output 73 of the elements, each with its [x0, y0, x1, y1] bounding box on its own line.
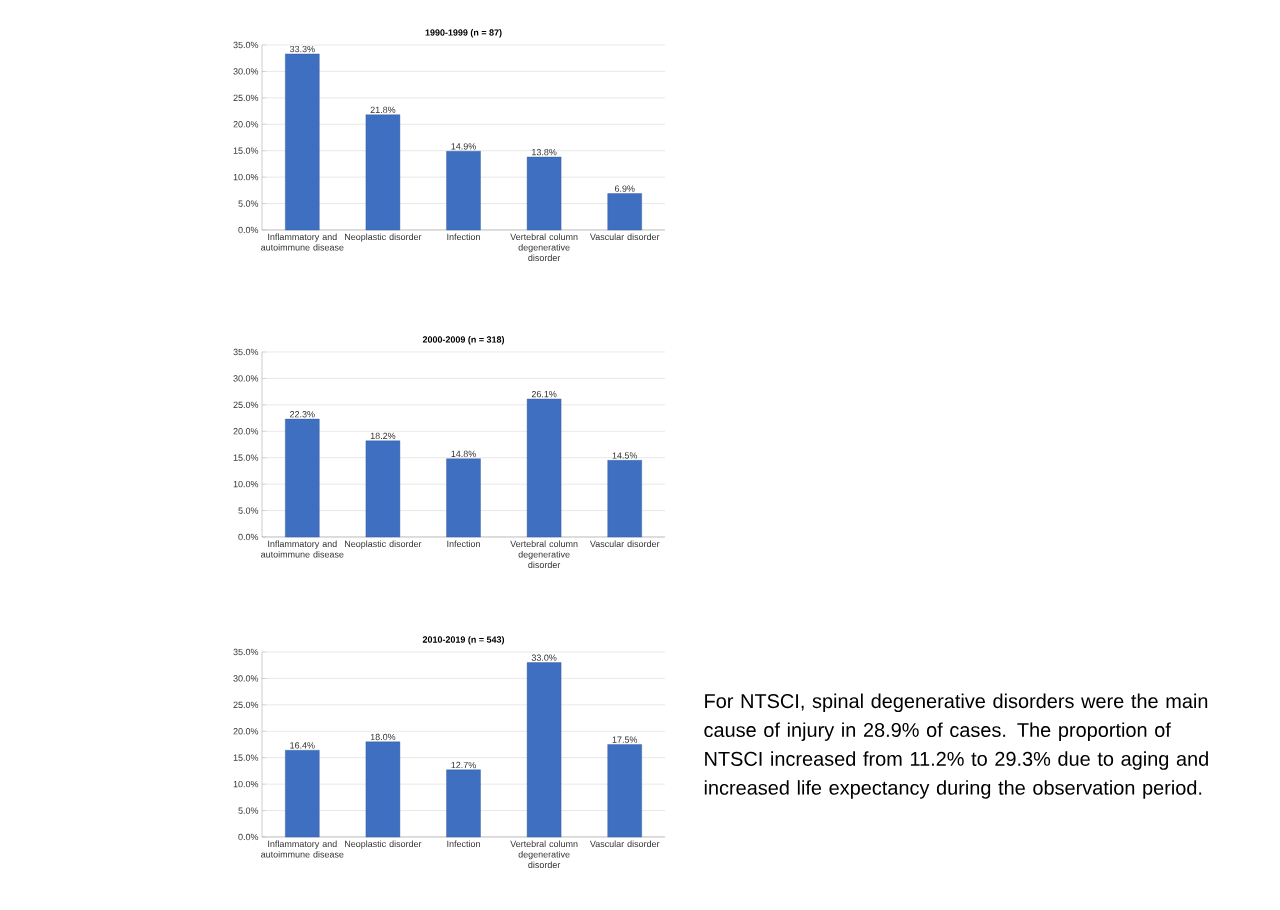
y-tick-label: 20.0% — [233, 428, 259, 435]
bar — [365, 440, 401, 538]
bar — [446, 769, 481, 838]
y-tick-label: 10.0% — [233, 480, 259, 488]
x-tick-label: Vertebral column degenerative disorder — [510, 233, 578, 262]
x-tick-label: Inflammatory and autoimmune disease — [261, 840, 344, 858]
data-label: 13.8% — [532, 148, 557, 156]
y-tick-label: 25.0% — [233, 701, 259, 709]
data-label: 21.8% — [370, 106, 396, 114]
data-label: 18.0% — [370, 733, 396, 741]
x-tick-label: Infection — [447, 840, 480, 848]
x-tick-label: Inflammatory and autoimmune disease — [261, 233, 344, 251]
x-tick-label: Infection — [447, 233, 480, 241]
y-tick-label: 5.0% — [238, 200, 259, 207]
data-label: 14.8% — [451, 450, 476, 458]
bar — [285, 750, 320, 838]
data-label: 14.9% — [451, 143, 476, 150]
chart-title: 2000-2009 (n = 318) — [422, 336, 505, 345]
y-tick-label: 30.0% — [233, 675, 259, 682]
y-tick-label: 30.0% — [233, 68, 259, 75]
x-tick-label: Vertebral column degenerative disorder — [510, 540, 578, 569]
y-tick-label: 30.0% — [233, 375, 259, 382]
y-tick-label: 5.0% — [238, 807, 259, 814]
chart-title: 1990-1999 (n = 87) — [425, 29, 502, 38]
x-tick-label: Inflammatory and autoimmune disease — [261, 540, 344, 558]
x-tick-label: Neoplastic disorder — [345, 840, 422, 849]
y-tick-label: 25.0% — [233, 401, 259, 409]
bar — [446, 458, 481, 538]
data-label: 12.7% — [451, 761, 476, 769]
y-tick-label: 0.0% — [238, 833, 259, 841]
y-tick-label: 20.0% — [233, 728, 259, 735]
bar — [526, 156, 562, 231]
x-tick-label: Vertebral column degenerative disorder — [510, 840, 578, 869]
y-tick-label: 10.0% — [233, 173, 259, 181]
data-label: 14.5% — [612, 452, 638, 459]
y-tick-label: 35.0% — [233, 348, 259, 356]
data-label: 6.9% — [614, 185, 635, 192]
bar — [285, 53, 320, 231]
bar — [607, 460, 642, 538]
y-tick-label: 15.0% — [233, 454, 259, 461]
y-tick-label: 0.0% — [238, 226, 259, 234]
bar — [365, 741, 401, 838]
text: For NTSCI, spinal degenerative disorders were the main cause of injury in 28.9% of cases. The proportion of NTSCI increased from 11.2% to 29.3% due to aging and increased life expectancy during the observation period. — [704, 693, 1208, 799]
y-tick-label: 20.0% — [233, 121, 259, 128]
data-label: 18.2% — [370, 432, 396, 440]
data-label: 33.0% — [531, 654, 557, 661]
data-label: 17.5% — [612, 736, 638, 743]
y-tick-label: 25.0% — [233, 94, 259, 102]
data-label: 22.3% — [290, 411, 315, 418]
bar — [285, 418, 320, 538]
y-tick-label: 35.0% — [233, 41, 259, 49]
bar — [526, 398, 562, 538]
bar — [526, 662, 562, 838]
data-label: 26.1% — [531, 390, 557, 398]
chart-title: 2010-2019 (n = 543) — [422, 636, 505, 645]
y-tick-label: 0.0% — [238, 533, 259, 541]
data-label: 33.3% — [289, 45, 315, 53]
y-tick-label: 5.0% — [238, 507, 259, 514]
bar — [365, 114, 401, 231]
bar — [446, 151, 481, 231]
x-tick-label: Vascular disorder — [589, 233, 660, 241]
y-tick-label: 15.0% — [233, 754, 259, 761]
y-tick-label: 15.0% — [233, 147, 259, 154]
data-label: 16.4% — [290, 742, 315, 749]
x-tick-label: Neoplastic disorder — [345, 233, 422, 242]
bar — [607, 744, 642, 838]
x-tick-label: Neoplastic disorder — [345, 540, 422, 549]
x-tick-label: Infection — [447, 540, 480, 548]
y-tick-label: 10.0% — [233, 780, 259, 788]
bar — [607, 193, 642, 231]
x-tick-label: Vascular disorder — [589, 540, 660, 548]
x-tick-label: Vascular disorder — [589, 840, 660, 848]
y-tick-label: 35.0% — [233, 648, 259, 656]
